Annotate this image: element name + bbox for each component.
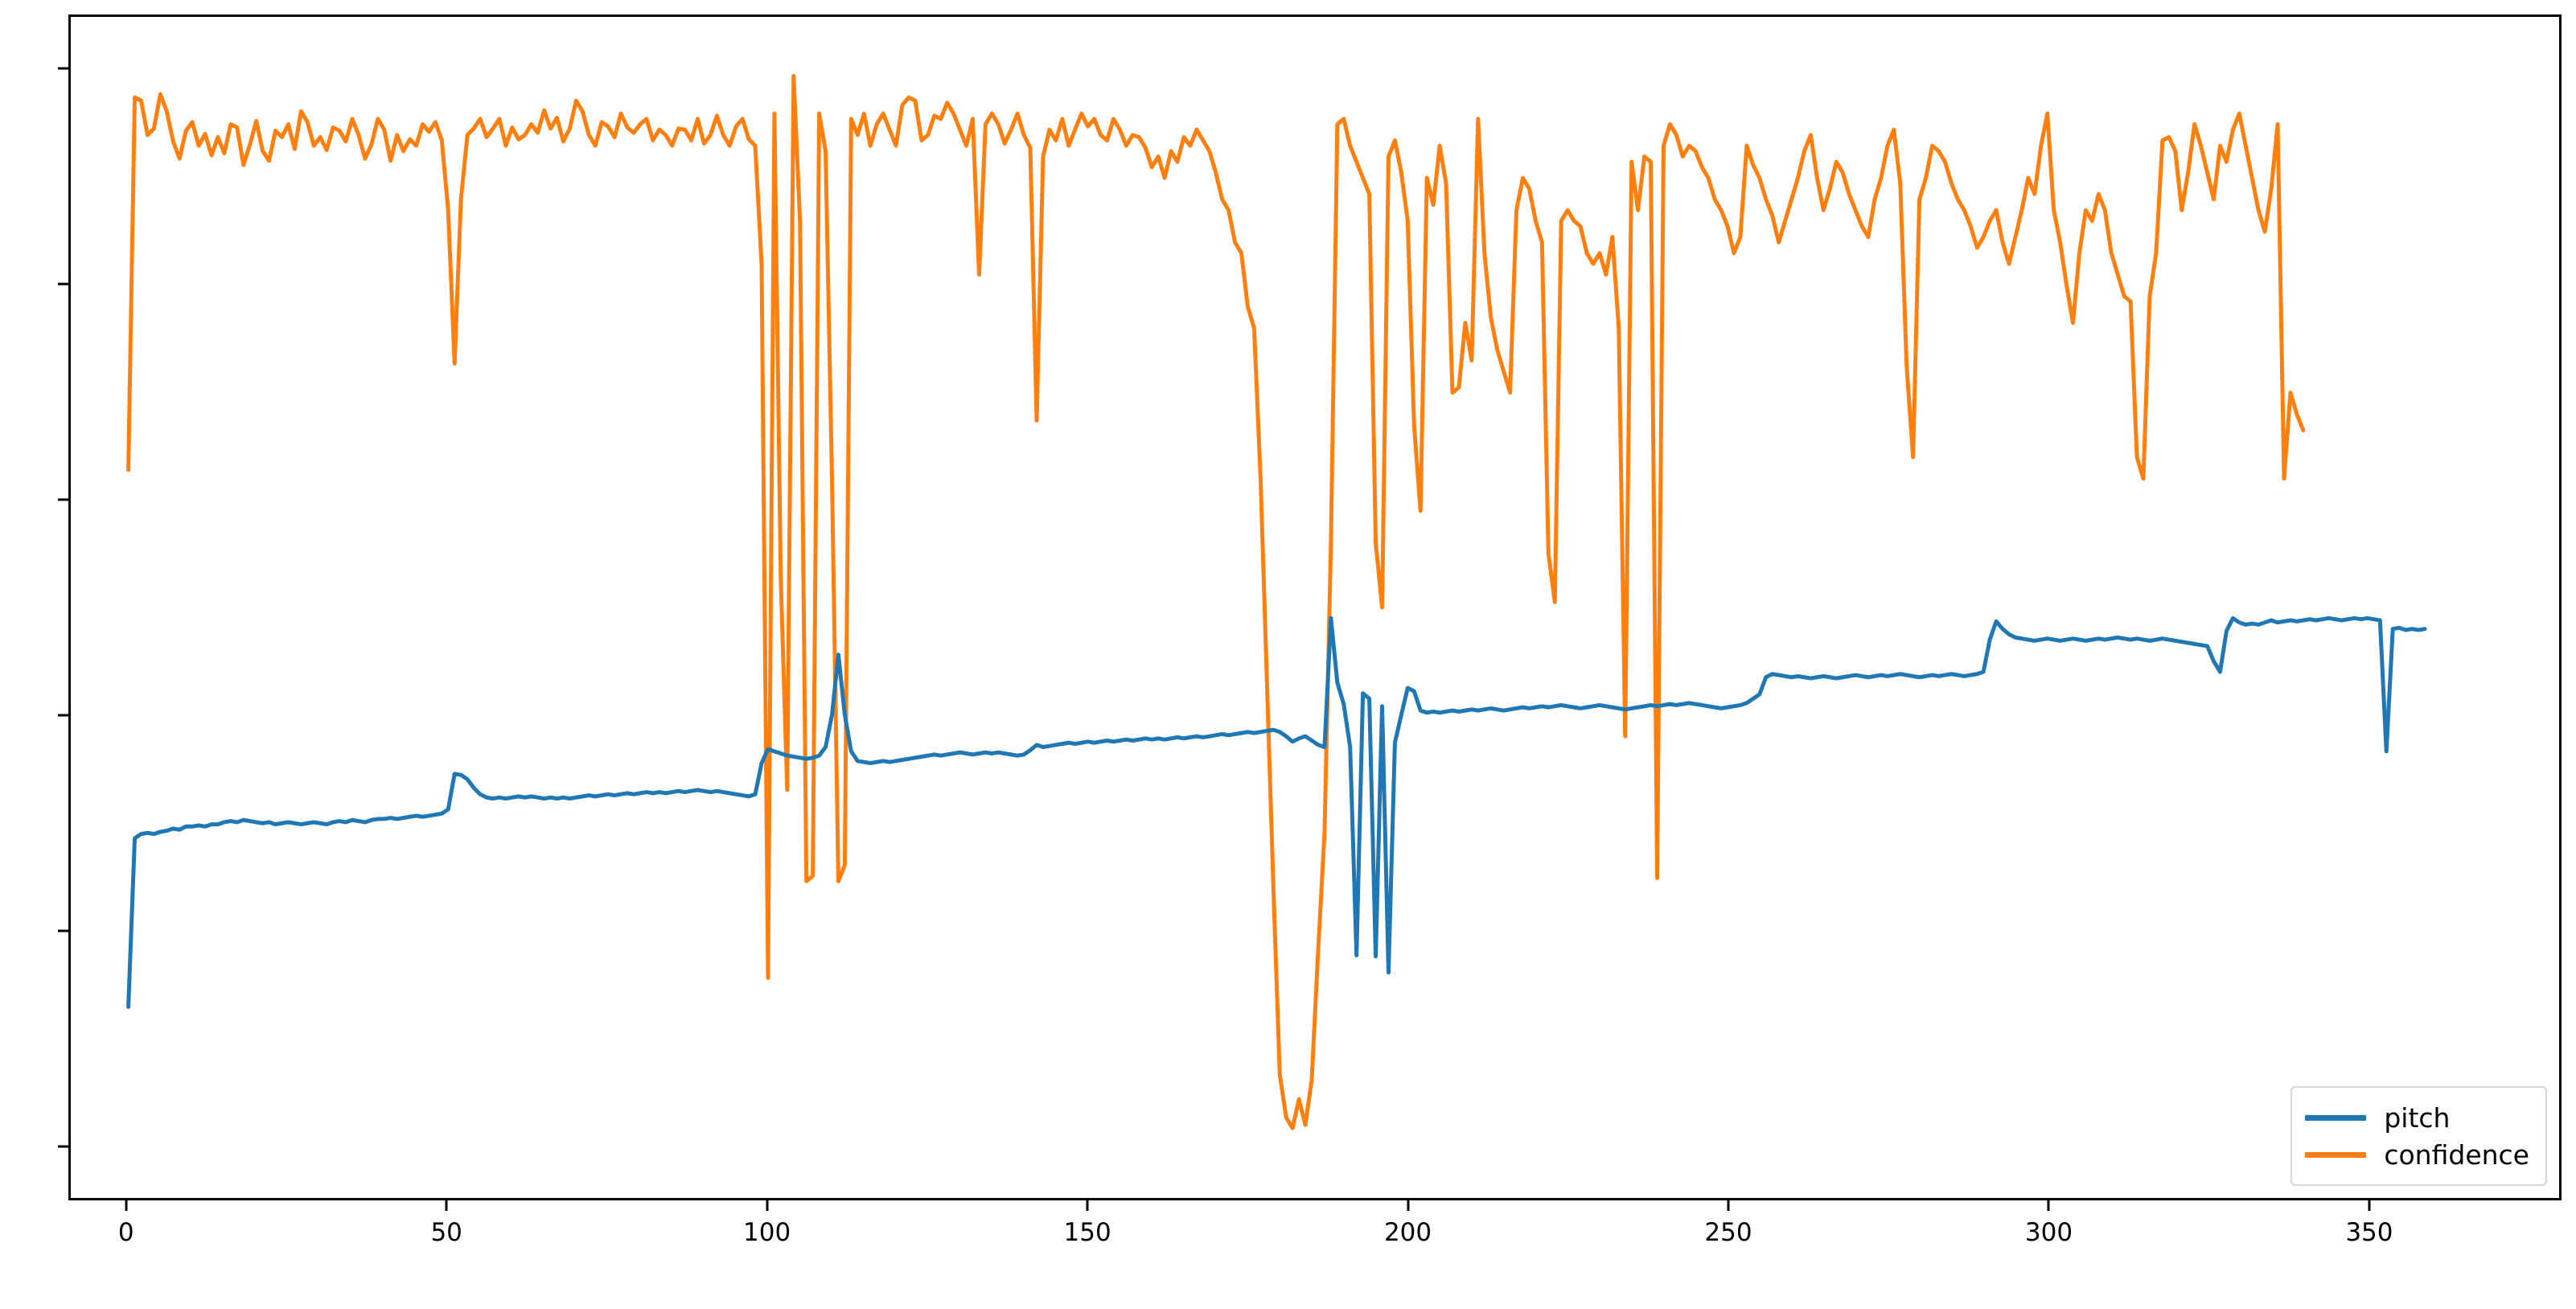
x-tick-mark — [1086, 1200, 1089, 1211]
x-tick-label: 350 — [2345, 1218, 2393, 1247]
line-pitch — [126, 615, 2427, 1009]
legend-swatch-confidence — [2305, 1151, 2367, 1158]
x-tick-label: 100 — [743, 1218, 791, 1247]
legend-swatch-pitch — [2305, 1114, 2367, 1121]
x-tick-mark — [125, 1200, 128, 1211]
y-tick-mark — [58, 1145, 68, 1148]
x-tick-label: 150 — [1063, 1218, 1111, 1247]
plot-lines — [126, 73, 2427, 1130]
x-tick-mark — [2368, 1200, 2371, 1211]
x-tick-mark — [1407, 1200, 1410, 1211]
line-confidence — [126, 73, 2306, 1130]
legend-label-confidence: confidence — [2384, 1138, 2529, 1171]
x-tick-mark — [445, 1200, 448, 1211]
y-tick-mark — [58, 67, 68, 70]
x-tick-mark — [766, 1200, 769, 1211]
plot-axes — [68, 14, 2562, 1200]
x-tick-label: 0 — [117, 1218, 134, 1247]
y-tick-mark — [58, 929, 68, 932]
legend-item-pitch[interactable]: pitch — [2305, 1099, 2529, 1136]
chart-legend[interactable]: pitch confidence — [2290, 1086, 2547, 1186]
x-tick-label: 250 — [1704, 1218, 1752, 1247]
legend-label-pitch: pitch — [2384, 1101, 2451, 1134]
x-tick-label: 50 — [430, 1218, 462, 1247]
x-tick-label: 200 — [1383, 1218, 1432, 1247]
y-tick-mark — [58, 282, 68, 286]
y-tick-mark — [58, 714, 68, 717]
x-tick-mark — [1727, 1200, 1730, 1211]
x-tick-mark — [2047, 1200, 2050, 1211]
y-tick-mark — [58, 498, 68, 501]
x-tick-label: 300 — [2024, 1218, 2073, 1247]
legend-item-confidence[interactable]: confidence — [2305, 1136, 2529, 1173]
